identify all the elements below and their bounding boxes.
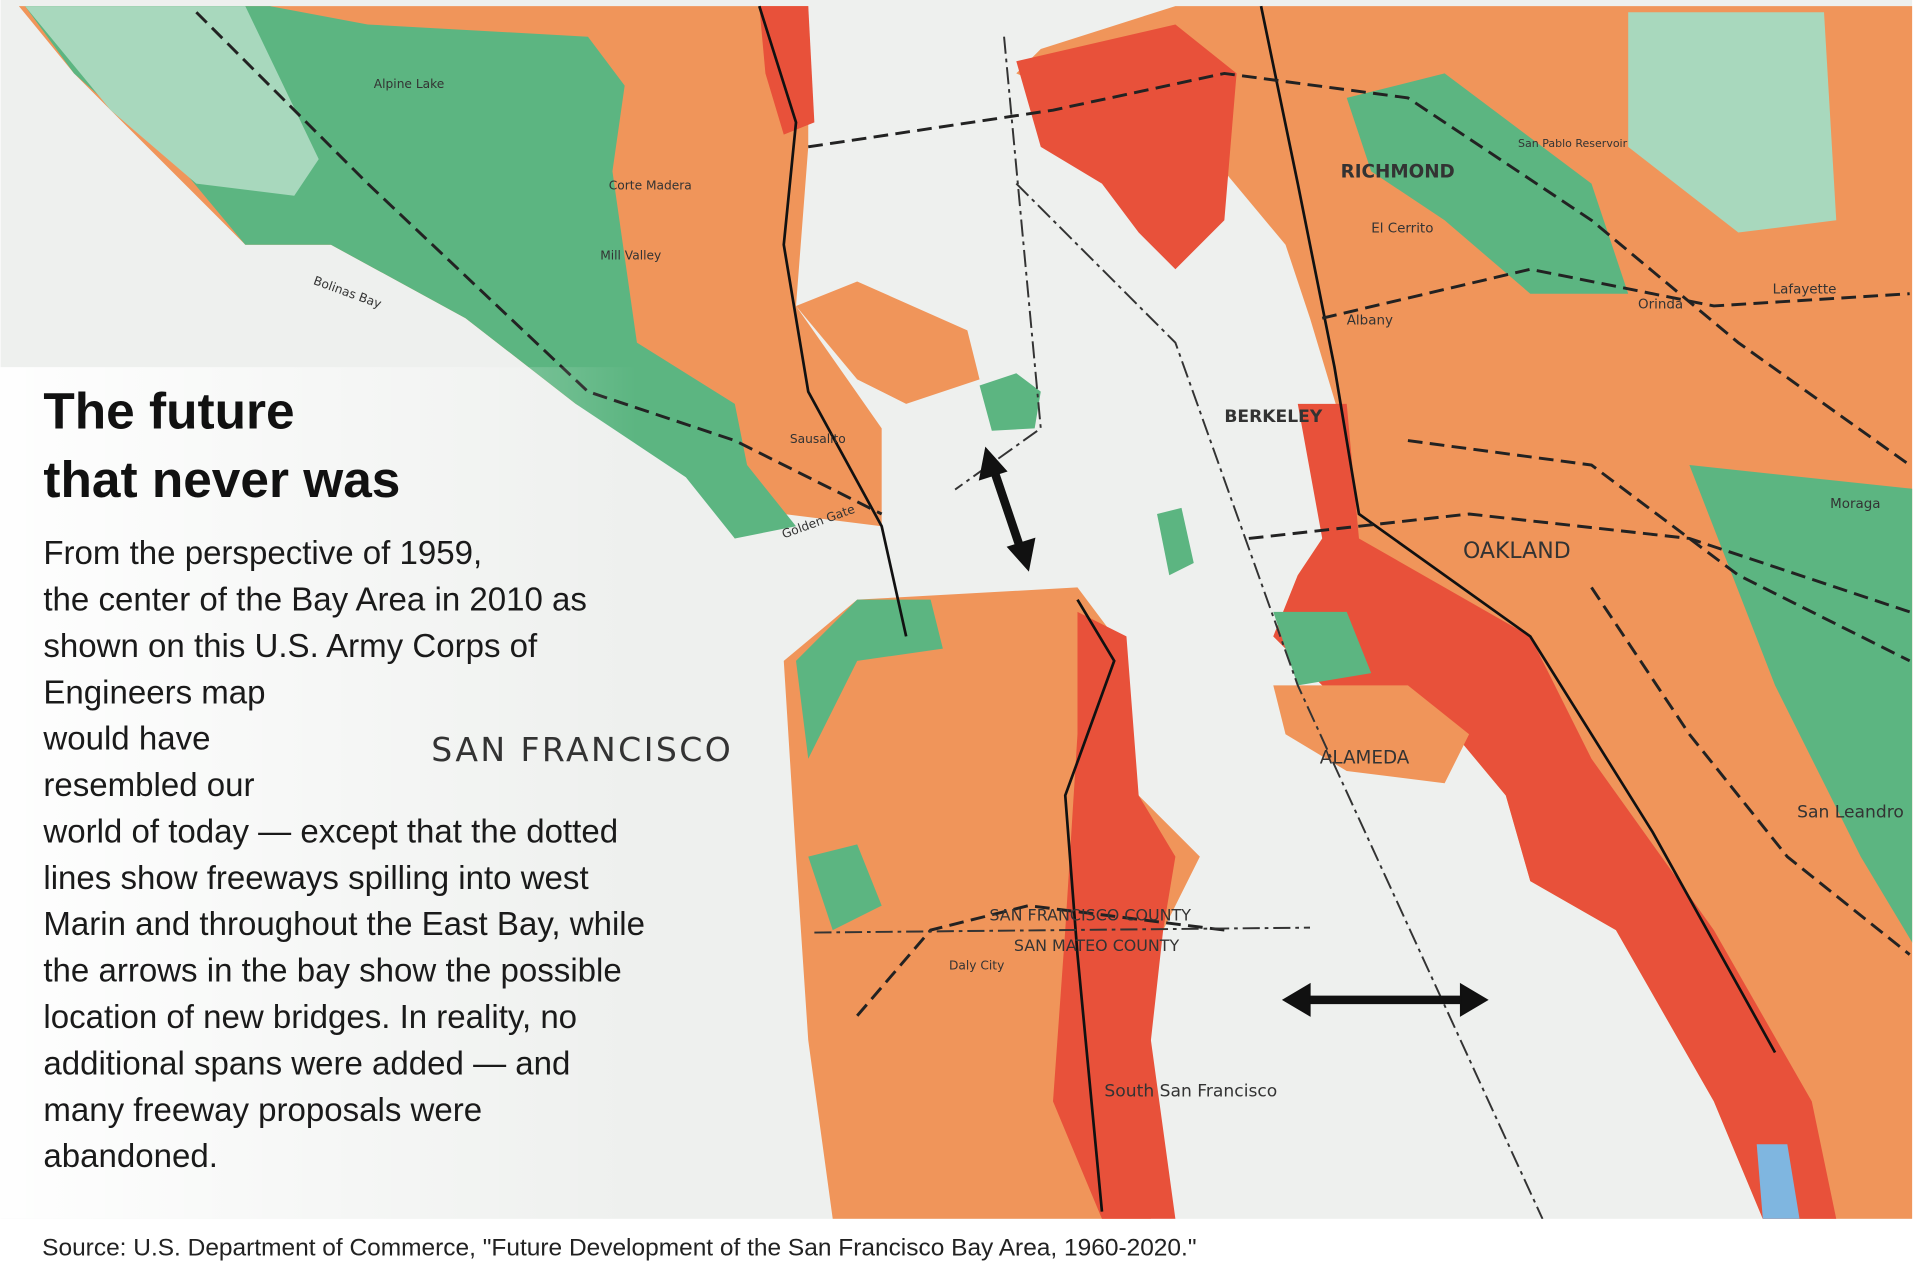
body-line: location of new bridges. In reality, no [43, 999, 577, 1036]
map-label: Moraga [1830, 497, 1880, 512]
body-line: additional spans were added — and [43, 1045, 570, 1082]
map-label: El Cerrito [1371, 222, 1433, 237]
county-line [814, 926, 1311, 934]
bridge-arrow [978, 446, 1036, 572]
map-label: San Leandro [1797, 803, 1904, 823]
road [1259, 5, 1777, 1054]
headline: that never was [43, 450, 400, 508]
body-line: world of today — except that the dotted [42, 813, 618, 850]
map-label: Mill Valley [600, 248, 661, 262]
body-line: would have [42, 721, 210, 758]
bridge-route [1015, 182, 1544, 1219]
map-label: Sausalito [790, 432, 846, 446]
body-line: Engineers map [43, 674, 265, 711]
map-label: BERKELEY [1224, 407, 1323, 427]
map-label: Lafayette [1773, 283, 1837, 298]
map-label: Daly City [949, 958, 1004, 972]
treasure-island [1157, 507, 1194, 576]
body-line: From the perspective of 1959, [43, 535, 482, 572]
road [1063, 598, 1116, 1212]
body-line: abandoned. [43, 1138, 218, 1175]
map-label: Albany [1347, 313, 1393, 328]
map: SAN FRANCISCO RICHMOND BERKELEY OAKLAND … [0, 0, 1913, 1219]
body-line: Marin and throughout the East Bay, while [43, 906, 645, 943]
alameda-green [1273, 611, 1372, 686]
body-line: shown on this U.S. Army Corps of [43, 628, 538, 665]
freeway [1321, 267, 1910, 320]
sf-park [808, 844, 882, 931]
text-backdrop [0, 367, 637, 1219]
richmond-urban [1016, 24, 1237, 270]
oakland-urban [1273, 403, 1837, 1219]
body-line: many freeway proposals were [43, 1092, 482, 1129]
headline: The future [43, 381, 294, 439]
map-label: South San Francisco [1104, 1082, 1277, 1102]
map-label: Alpine Lake [374, 77, 445, 91]
marin-pale [25, 6, 319, 196]
map-label: Corte Madera [609, 179, 692, 193]
freeway [1407, 439, 1911, 663]
map-label: RICHMOND [1341, 161, 1455, 182]
reservoir [1756, 1144, 1800, 1219]
freeway [856, 904, 1225, 1017]
map-label: SAN MATEO COUNTY [1014, 936, 1180, 955]
alameda-island [1273, 685, 1470, 784]
body-line: lines show freeways spilling into west [43, 860, 588, 897]
east-bay-green [1346, 73, 1629, 294]
freeway [195, 11, 883, 516]
map-label: SAN FRANCISCO COUNTY [989, 905, 1191, 924]
source: Source: U.S. Department of Commerce, "Fu… [42, 1235, 1196, 1262]
map-label: OAKLAND [1463, 539, 1571, 564]
map-label: ALAMEDA [1320, 748, 1410, 769]
east-hills-green [1689, 465, 1913, 943]
body-line: the center of the Bay Area in 2010 as [43, 582, 587, 619]
map-label: SAN FRANCISCO [431, 730, 733, 769]
tiburon [796, 281, 980, 404]
freeway [808, 71, 1911, 467]
freeway [1590, 586, 1911, 956]
east-pale [1628, 12, 1837, 233]
map-label: Orinda [1638, 297, 1683, 312]
presidio [796, 599, 943, 759]
body-line: resembled our [43, 767, 254, 804]
bridge-arrow [1281, 982, 1489, 1017]
body-line: the arrows in the bay show the possible [43, 953, 621, 990]
angel-island [979, 373, 1041, 431]
road [758, 5, 908, 637]
body-text: From the perspective of 1959, the center … [42, 535, 645, 1175]
map-label: San Pablo Reservoir [1518, 137, 1628, 150]
freeway [1248, 512, 1911, 614]
marin-urban [759, 6, 815, 135]
